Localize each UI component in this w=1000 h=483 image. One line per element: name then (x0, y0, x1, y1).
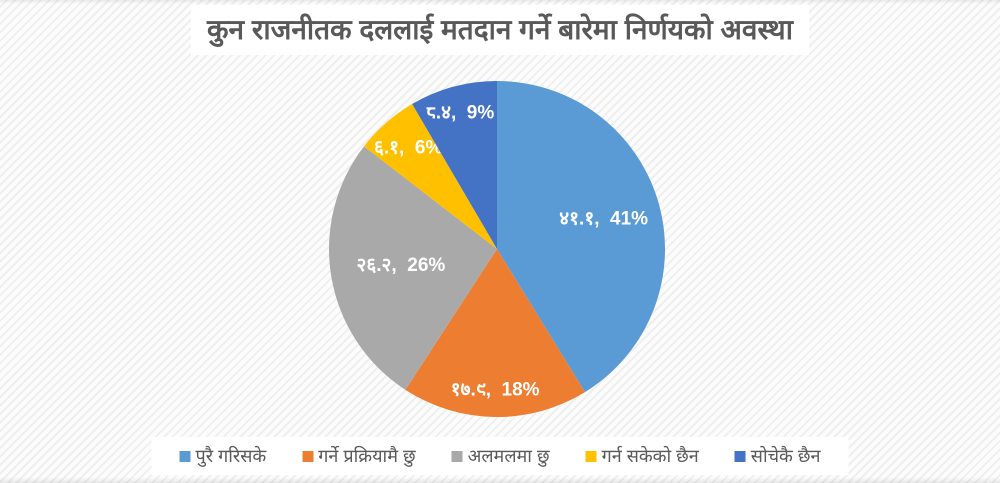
pie-slice-5 (412, 81, 497, 249)
data-label-slice-3: २६.२, 26% (357, 255, 446, 276)
data-label-slice-2: १७.९, 18% (451, 380, 540, 401)
legend-label: गर्ने प्रक्रियामै छु (318, 446, 416, 466)
legend-swatch-blue (179, 450, 191, 462)
data-label-slice-4: ६.१, 6% (374, 138, 442, 159)
legend-label: गर्न सकेको छैन (601, 446, 699, 466)
legend-item-garna-sakeko-chhaina: गर्न सकेको छैन (585, 444, 699, 468)
legend-item-alamalma-chhu: अलमलमा छु (451, 444, 550, 468)
pie-slice-1 (497, 81, 666, 393)
pie-slice-4 (363, 104, 497, 249)
data-label-slice-1: ४१.१, 41% (559, 208, 648, 229)
legend-label: अलमलमा छु (467, 446, 550, 466)
legend-swatch-darkblue (734, 450, 746, 462)
pie-slice-3 (329, 146, 497, 390)
legend-item-sochekai-chhaina: सोचेकै छैन (734, 444, 821, 468)
chart-legend: पुरै गरिसके गर्ने प्रक्रियामै छु अलमलमा … (151, 437, 849, 475)
legend-swatch-orange (302, 450, 314, 462)
legend-item-purai-garisake: पुरै गरिसके (179, 444, 267, 468)
legend-swatch-yellow (585, 450, 597, 462)
chart-title: कुन राजनीतक दललाई मतदान गर्ने बारेमा निर… (191, 5, 809, 55)
pie-slice-2 (405, 249, 586, 418)
legend-swatch-gray (451, 450, 463, 462)
legend-label: सोचेकै छैन (750, 446, 821, 466)
data-label-slice-5: ८.४, 9% (426, 102, 494, 123)
legend-label: पुरै गरिसके (195, 446, 267, 466)
legend-item-garne-prakriyamai-chhu: गर्ने प्रक्रियामै छु (302, 444, 416, 468)
